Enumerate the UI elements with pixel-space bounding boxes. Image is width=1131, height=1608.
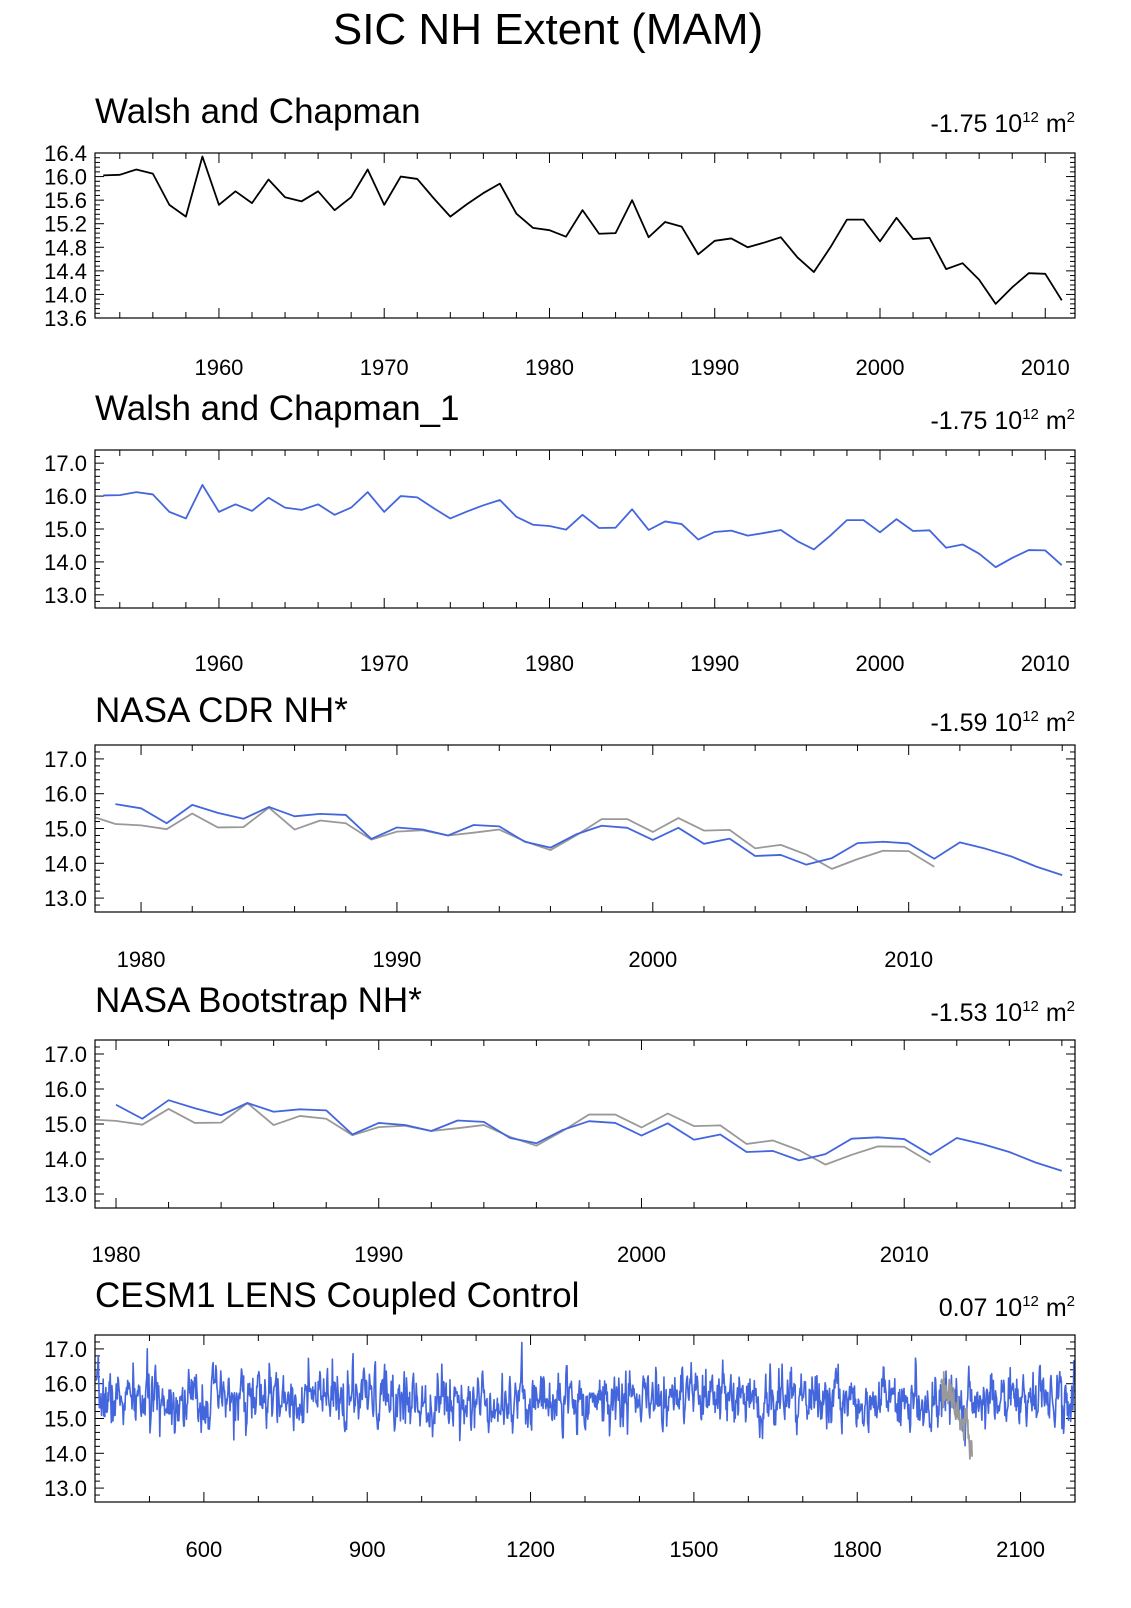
y-tick-label: 13.0 xyxy=(44,583,87,608)
x-tick-label: 1980 xyxy=(525,355,574,380)
series-line xyxy=(940,1370,973,1460)
y-tick-label: 13.0 xyxy=(44,886,87,911)
x-tick-label: 1500 xyxy=(669,1537,718,1562)
panel-4: NASA Bootstrap NH* -1.53 1012 m2 13.0 14.0 1… xyxy=(44,981,1076,1267)
x-tick-label: 1990 xyxy=(690,651,739,676)
y-tick-label: 14.0 xyxy=(44,550,87,575)
y-tick-label: 17.0 xyxy=(44,1337,87,1362)
x-tick-label: 1970 xyxy=(360,651,409,676)
plot-frame xyxy=(94,449,1076,609)
x-tick-label: 1960 xyxy=(194,651,243,676)
panel-title: Walsh and Chapman xyxy=(95,92,421,131)
y-tick-label: 16.0 xyxy=(44,1077,87,1102)
trend-label: -1.75 1012 m2 xyxy=(930,406,1075,435)
y-tick-label: 13.0 xyxy=(44,1476,87,1501)
series-line xyxy=(95,806,935,870)
panel-title: NASA Bootstrap NH* xyxy=(95,981,422,1020)
y-tick-label: 14.0 xyxy=(44,1441,87,1466)
y-tick-label: 16.0 xyxy=(44,165,87,190)
x-tick-label: 2010 xyxy=(884,947,933,972)
trend-label: -1.75 1012 m2 xyxy=(930,109,1075,138)
x-tick-label: 900 xyxy=(349,1537,386,1562)
trend-label: -1.53 1012 m2 xyxy=(930,998,1075,1027)
plot-frame xyxy=(94,152,1076,319)
x-tick-label: 1970 xyxy=(360,355,409,380)
x-tick-label: 2000 xyxy=(856,651,905,676)
y-tick-label: 14.0 xyxy=(44,1147,87,1172)
panel-5: CESM1 LENS Coupled Control 0.07 1012 m2 13… xyxy=(44,1276,1076,1562)
trend-label: -1.59 1012 m2 xyxy=(930,708,1075,737)
y-tick-label: 15.2 xyxy=(44,212,87,237)
y-tick-label: 13.6 xyxy=(44,306,87,331)
x-tick-label: 2010 xyxy=(1021,651,1070,676)
series-line xyxy=(95,1102,931,1166)
y-tick-label: 15.0 xyxy=(44,1112,87,1137)
x-tick-label: 1960 xyxy=(194,355,243,380)
panel-title: NASA CDR NH* xyxy=(95,691,348,730)
x-tick-label: 1800 xyxy=(833,1537,882,1562)
panel-title: Walsh and Chapman_1 xyxy=(95,389,459,428)
y-tick-label: 15.6 xyxy=(44,188,87,213)
x-tick-label: 2000 xyxy=(628,947,677,972)
series-line xyxy=(115,803,1063,876)
panel-2: Walsh and Chapman_1 -1.75 1012 m2 13.0 14.0… xyxy=(44,389,1076,676)
series-line xyxy=(103,155,1063,305)
y-tick-label: 17.0 xyxy=(44,1042,87,1067)
x-tick-label: 600 xyxy=(186,1537,223,1562)
y-tick-label: 15.0 xyxy=(44,817,87,842)
series-line xyxy=(103,483,1063,569)
y-tick-label: 17.0 xyxy=(44,747,87,772)
x-tick-label: 2010 xyxy=(1021,355,1070,380)
panel-title: CESM1 LENS Coupled Control xyxy=(95,1276,579,1315)
y-tick-label: 14.8 xyxy=(44,235,87,260)
panel-3: NASA CDR NH* -1.59 1012 m2 13.0 14.0 15.0 16.… xyxy=(44,691,1076,972)
y-tick-label: 14.4 xyxy=(44,259,87,284)
series-line xyxy=(95,1341,1075,1447)
x-tick-label: 2010 xyxy=(880,1242,929,1267)
x-tick-label: 1990 xyxy=(354,1242,403,1267)
y-tick-label: 14.0 xyxy=(44,851,87,876)
y-tick-label: 14.0 xyxy=(44,282,87,307)
x-tick-label: 2000 xyxy=(856,355,905,380)
x-tick-label: 1980 xyxy=(92,1242,141,1267)
trend-label: 0.07 1012 m2 xyxy=(939,1293,1075,1322)
x-tick-label: 2100 xyxy=(996,1537,1045,1562)
series-line xyxy=(115,1099,1063,1172)
x-tick-label: 1990 xyxy=(690,355,739,380)
x-tick-label: 1990 xyxy=(372,947,421,972)
y-tick-label: 15.0 xyxy=(44,1407,87,1432)
x-tick-label: 1980 xyxy=(117,947,166,972)
y-tick-label: 13.0 xyxy=(44,1182,87,1207)
x-tick-label: 2000 xyxy=(617,1242,666,1267)
main-title: SIC NH Extent (MAM) xyxy=(333,5,763,54)
y-tick-label: 17.0 xyxy=(44,451,87,476)
plot-frame xyxy=(94,744,1076,913)
x-tick-label: 1200 xyxy=(506,1537,555,1562)
panel-1: Walsh and Chapman -1.75 1012 m213.614.014… xyxy=(44,92,1076,380)
y-tick-label: 16.4 xyxy=(44,141,87,166)
y-tick-label: 16.0 xyxy=(44,782,87,807)
plot-frame xyxy=(94,1334,1076,1503)
y-tick-label: 16.0 xyxy=(44,484,87,509)
plot-frame xyxy=(94,1039,1076,1209)
y-tick-label: 16.0 xyxy=(44,1372,87,1397)
y-tick-label: 15.0 xyxy=(44,517,87,542)
x-tick-label: 1980 xyxy=(525,651,574,676)
